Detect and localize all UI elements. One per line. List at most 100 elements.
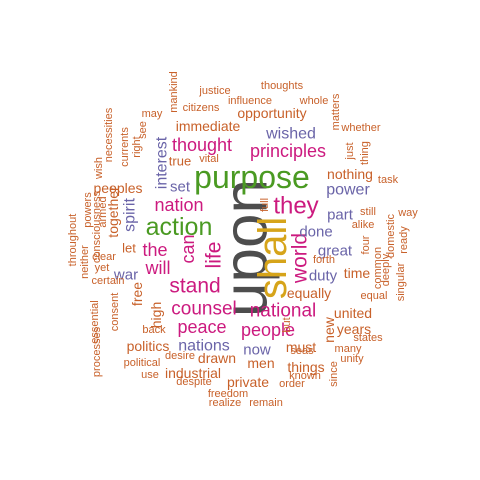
word-purpose: purpose xyxy=(194,159,310,195)
word-industrial: industrial xyxy=(165,365,221,381)
word-high: high xyxy=(148,302,164,328)
word-matters: matters xyxy=(330,93,342,130)
word-things: things xyxy=(287,359,324,375)
word-part: part xyxy=(327,207,354,224)
word-mankind: mankind xyxy=(168,71,180,113)
word-true: true xyxy=(169,154,191,169)
word-united: united xyxy=(334,305,372,321)
word-still: still xyxy=(360,206,376,218)
word-powers: powers xyxy=(82,192,94,228)
word-wish: wish xyxy=(93,157,105,180)
word-throughout: throughout xyxy=(67,214,79,267)
word-influence: influence xyxy=(228,95,272,107)
word-spirit: spirit xyxy=(122,198,139,232)
word-free: free xyxy=(129,282,145,306)
word-remain: remain xyxy=(249,397,283,409)
word-set: set xyxy=(170,179,191,196)
word-private: private xyxy=(227,374,269,390)
word-currents: currents xyxy=(119,127,131,167)
word-time: time xyxy=(344,265,371,281)
word-must: must xyxy=(286,339,316,355)
word-years: years xyxy=(337,321,371,337)
word-justice: justice xyxy=(198,85,230,97)
word-see: see xyxy=(137,121,149,139)
word-men: men xyxy=(247,355,274,371)
word-unity: unity xyxy=(340,353,364,365)
word-four: four xyxy=(360,235,372,254)
word-armed: armed xyxy=(97,196,109,227)
word-interest: interest xyxy=(154,136,171,189)
word-forth: forth xyxy=(313,254,335,266)
word-task: task xyxy=(378,174,399,186)
word-neither: neither xyxy=(79,245,91,279)
word-consent: consent xyxy=(109,293,121,332)
word-war: war xyxy=(113,267,138,284)
word-use: use xyxy=(141,369,159,381)
word-realize: realize xyxy=(209,397,241,409)
word-will: will xyxy=(145,258,171,278)
word-despite: despite xyxy=(176,376,211,388)
word-necessities: necessities xyxy=(103,107,115,162)
word-immediate: immediate xyxy=(176,118,241,134)
word-stand: stand xyxy=(169,275,220,298)
word-order: order xyxy=(279,378,305,390)
word-principles: principles xyxy=(250,141,326,161)
word-vital: vital xyxy=(199,153,219,165)
word-peoples: peoples xyxy=(93,180,142,196)
word-world: world xyxy=(289,233,312,284)
word-thought: thought xyxy=(172,135,232,155)
word-done: done xyxy=(299,224,332,241)
word-political: political xyxy=(124,357,161,369)
word-since: since xyxy=(328,361,340,387)
word-consciousness: consciousness xyxy=(91,190,103,263)
word-back: back xyxy=(142,324,166,336)
word-full: full xyxy=(259,198,271,212)
word-certain: certain xyxy=(91,275,124,287)
word-domestic: domestic xyxy=(385,213,397,258)
word-people: people xyxy=(241,320,295,340)
word-life: life xyxy=(203,242,226,269)
word-but: but xyxy=(281,317,293,332)
word-nothing: nothing xyxy=(327,166,373,182)
word-freedom: freedom xyxy=(208,388,248,400)
word-peace: peace xyxy=(177,317,226,337)
word-whole: whole xyxy=(299,95,329,107)
word-ready: ready xyxy=(398,226,410,254)
word-national: national xyxy=(250,301,317,322)
word-nations: nations xyxy=(178,338,230,355)
word-equal: equal xyxy=(361,290,388,302)
word-opportunity: opportunity xyxy=(237,105,306,121)
word-clear: clear xyxy=(92,251,116,263)
word-duty: duty xyxy=(309,268,338,285)
word-they: they xyxy=(273,193,318,220)
word-counsel: counsel xyxy=(171,299,237,320)
word-together: together xyxy=(105,186,121,238)
word-nation: nation xyxy=(154,195,203,215)
word-can: can xyxy=(178,234,198,263)
word-known: known xyxy=(289,370,321,382)
word-equally: equally xyxy=(287,285,331,301)
word-drawn: drawn xyxy=(198,350,236,366)
word-thoughts: thoughts xyxy=(261,80,304,92)
word-wished: wished xyxy=(265,126,316,143)
word-whether: whether xyxy=(340,122,380,134)
word-shall: shall xyxy=(251,217,295,299)
word-deeply: deeply xyxy=(380,253,392,286)
word-right: right xyxy=(131,136,143,157)
word-great: great xyxy=(318,243,353,260)
word-desire: desire xyxy=(165,350,195,362)
word-may: may xyxy=(142,108,163,120)
word-power: power xyxy=(326,182,370,199)
word-citizens: citizens xyxy=(183,102,220,114)
word-seas: seas xyxy=(290,345,314,357)
word-processes: processes xyxy=(91,326,103,377)
word-states: states xyxy=(353,332,383,344)
word-many: many xyxy=(335,343,362,355)
word-essential: essential xyxy=(89,300,101,343)
word-yet: yet xyxy=(95,262,110,274)
word-singular: singular xyxy=(395,262,407,301)
word-alike: alike xyxy=(352,219,375,231)
word-just: just xyxy=(344,142,356,160)
word-way: way xyxy=(397,207,418,219)
